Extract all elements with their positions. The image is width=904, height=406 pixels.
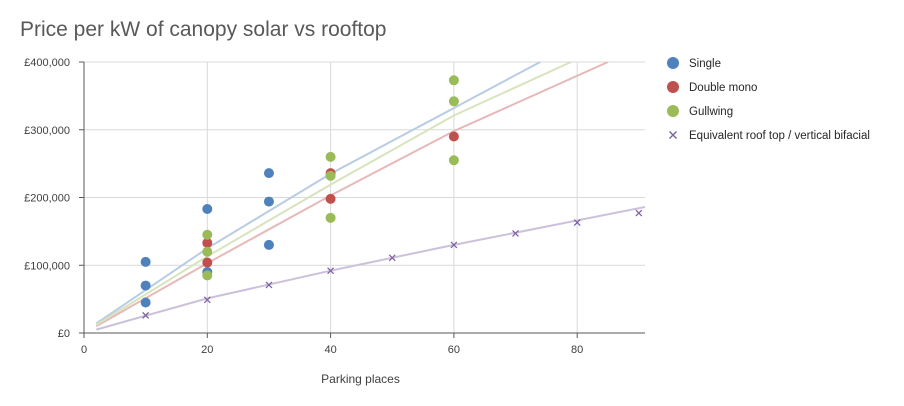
y-tick-label: £200,000 xyxy=(24,193,70,205)
x-tick-label: 20 xyxy=(201,344,213,356)
point-gullwing xyxy=(448,75,459,86)
point-double-mono xyxy=(202,237,213,248)
point-single xyxy=(263,239,274,250)
legend: Single Double mono Gullwing Equivalent roof… xyxy=(667,57,870,142)
point-single xyxy=(263,168,274,179)
point-gullwing xyxy=(325,170,336,181)
x-tick-label: 60 xyxy=(448,344,460,356)
axes: £0 £100,000 £200,000 £300,000 £400,000 0 20 40 6… xyxy=(24,57,645,356)
trendline-double-mono xyxy=(95,62,609,328)
point-gullwing xyxy=(202,270,213,281)
point-single xyxy=(263,196,274,207)
legend-marker-equivalent-roof-top-vertical-bifacial xyxy=(669,131,677,139)
point-equivalent-roof-top-vertical-bifacial xyxy=(265,281,273,289)
legend-marker-double-mono xyxy=(667,81,679,93)
point-gullwing xyxy=(202,246,213,257)
point-equivalent-roof-top-vertical-bifacial xyxy=(142,311,150,319)
legend-label-single: Single xyxy=(689,58,721,70)
x-tick-label: 40 xyxy=(324,344,336,356)
legend-marker-gullwing xyxy=(667,105,679,117)
point-single xyxy=(140,280,151,291)
point-equivalent-roof-top-vertical-bifacial xyxy=(512,229,519,237)
grid-lines xyxy=(84,61,645,334)
point-equivalent-roof-top-vertical-bifacial xyxy=(635,209,643,217)
point-double-mono xyxy=(325,193,336,204)
point-equivalent-roof-top-vertical-bifacial xyxy=(573,219,581,227)
point-gullwing xyxy=(325,151,336,162)
point-gullwing xyxy=(202,229,213,240)
x-axis-title: Parking places xyxy=(321,372,400,386)
y-tick-label: £100,000 xyxy=(24,260,70,272)
point-double-mono xyxy=(202,257,213,268)
y-tick-label: £300,000 xyxy=(24,125,70,137)
point-gullwing xyxy=(448,96,459,107)
trendlines xyxy=(95,62,645,331)
x-tick-label: 0 xyxy=(81,344,87,356)
point-single xyxy=(202,204,213,215)
trendline-gullwing xyxy=(95,62,572,326)
legend-marker-single xyxy=(667,57,679,69)
point-single xyxy=(140,256,151,267)
point-equivalent-roof-top-vertical-bifacial xyxy=(327,267,335,275)
point-gullwing xyxy=(448,155,459,166)
y-tick-label: £400,000 xyxy=(24,57,70,69)
legend-label-gullwing: Gullwing xyxy=(689,106,733,118)
legend-label-double-mono: Double mono xyxy=(689,82,757,94)
point-equivalent-roof-top-vertical-bifacial xyxy=(450,241,458,249)
point-equivalent-roof-top-vertical-bifacial xyxy=(203,296,211,304)
point-equivalent-roof-top-vertical-bifacial xyxy=(388,254,396,262)
y-tick-label: £0 xyxy=(58,328,70,340)
chart-title: Price per kW of canopy solar vs rooftop xyxy=(20,18,387,41)
trendline-single xyxy=(95,62,541,325)
point-gullwing xyxy=(325,212,336,223)
legend-label-equivalent-roof-top-vertical-bifacial: Equivalent roof top / vertical bifacial xyxy=(689,130,870,142)
x-tick-label: 80 xyxy=(571,344,583,356)
point-single xyxy=(140,297,151,308)
point-double-mono xyxy=(448,131,459,142)
data-points xyxy=(140,75,643,319)
